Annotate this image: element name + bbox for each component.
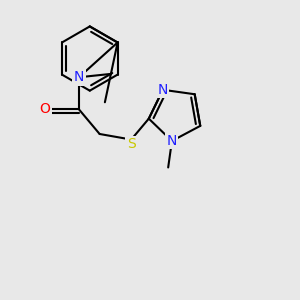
Text: N: N [167, 134, 177, 148]
Text: O: O [39, 102, 50, 116]
Text: N: N [158, 83, 168, 97]
Text: N: N [74, 70, 84, 84]
Text: S: S [127, 137, 136, 151]
